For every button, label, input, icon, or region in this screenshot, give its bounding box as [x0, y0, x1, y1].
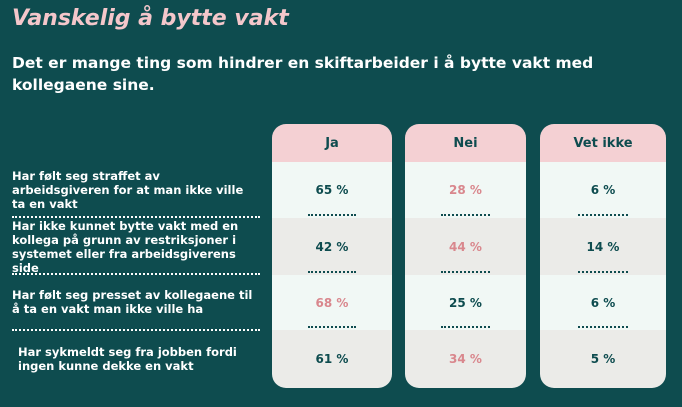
cell: 5 %: [540, 330, 666, 388]
row-label: Har ikke kunnet bytte vakt med en kolleg…: [12, 219, 239, 275]
cell: 25 %: [405, 275, 526, 330]
separator: [12, 216, 260, 218]
cell: 6 %: [540, 162, 666, 218]
row-label: Har sykmeldt seg fra jobben fordi ingen …: [18, 345, 237, 373]
row-label: Har følt seg presset av kollegaene til å…: [12, 288, 253, 316]
row-label: Har følt seg straffet av arbeidsgiveren …: [12, 169, 244, 211]
cell: 65 %: [272, 162, 392, 218]
cell: 61 %: [272, 330, 392, 388]
separator: [12, 329, 260, 331]
column-card: Vet ikke 6 % 14 % 6 % 5 %: [540, 124, 666, 388]
cell: 34 %: [405, 330, 526, 388]
cell: 44 %: [405, 218, 526, 275]
column-header: Vet ikke: [540, 124, 666, 162]
column-header: Ja: [272, 124, 392, 162]
subtitle: Det er mange ting som hindrer en skiftar…: [12, 54, 594, 94]
title: Vanskelig å bytte vakt: [12, 6, 289, 31]
separator: [12, 273, 260, 275]
column-card: Nei 28 % 44 % 25 % 34 %: [405, 124, 526, 388]
cell: 42 %: [272, 218, 392, 275]
column-card: Ja 65 % 42 % 68 % 61 %: [272, 124, 392, 388]
column-header: Nei: [405, 124, 526, 162]
cell: 68 %: [272, 275, 392, 330]
cell: 14 %: [540, 218, 666, 275]
cell: 28 %: [405, 162, 526, 218]
cell: 6 %: [540, 275, 666, 330]
